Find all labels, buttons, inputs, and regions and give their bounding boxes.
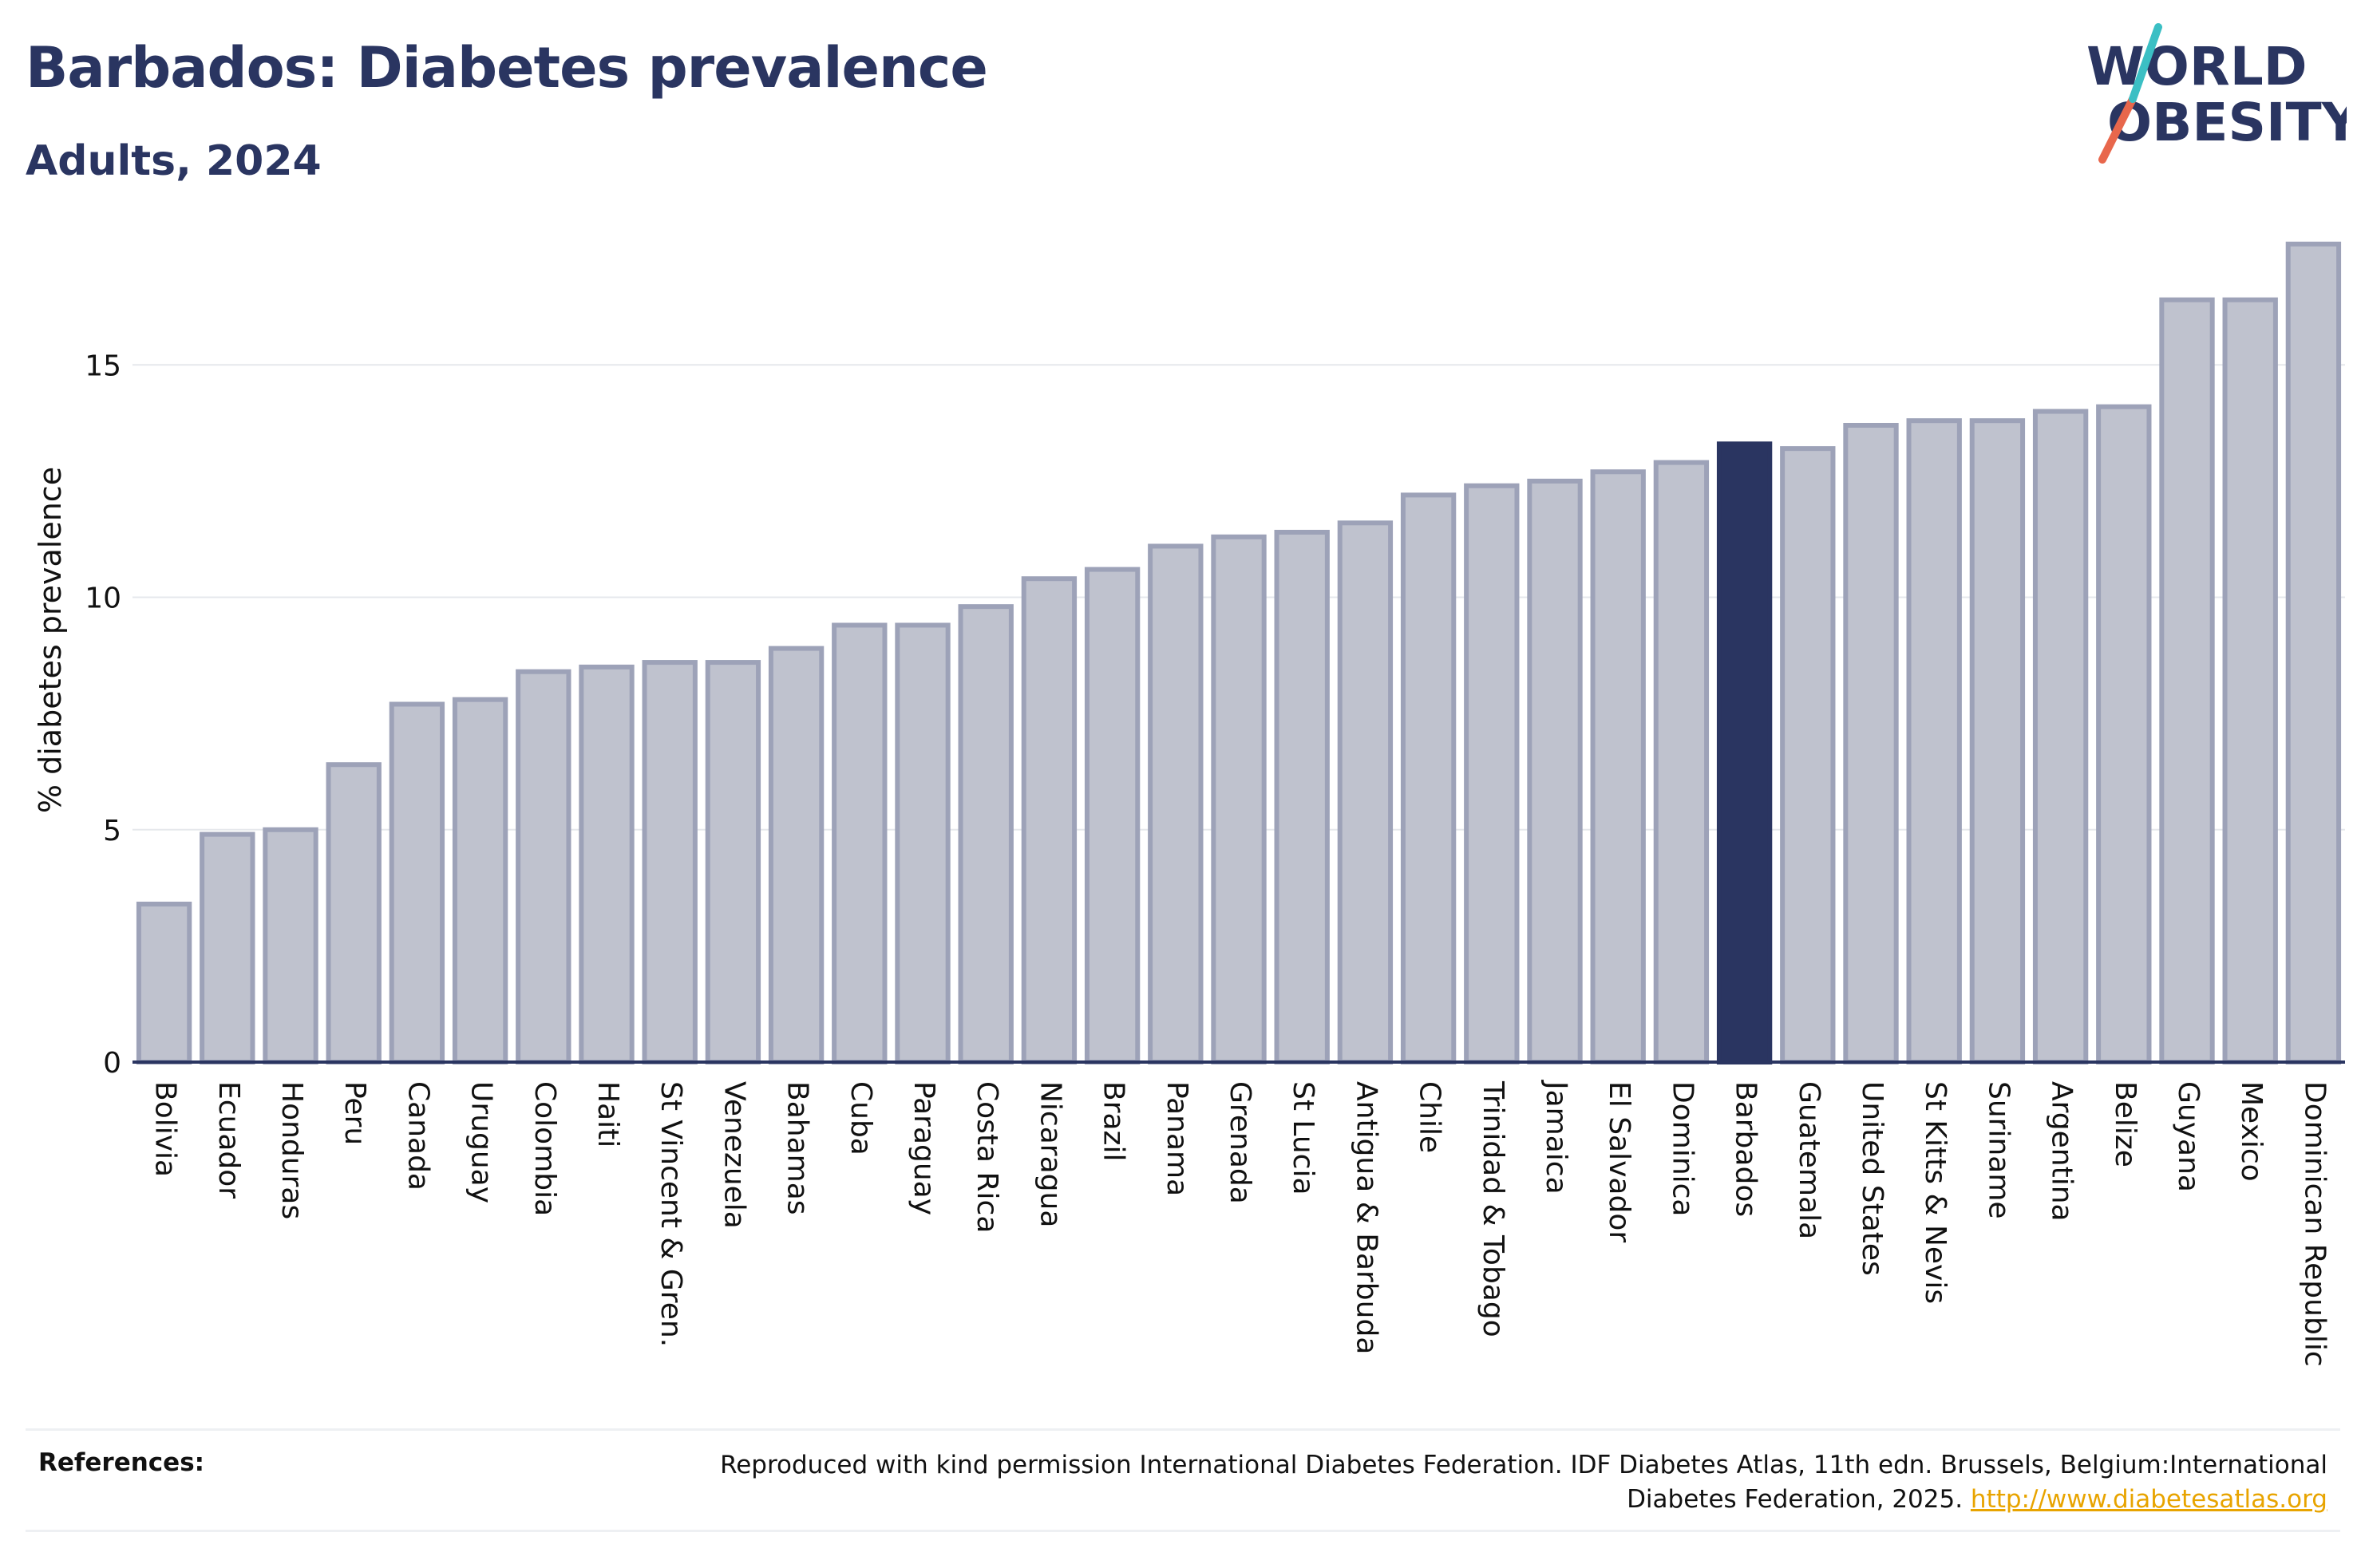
x-tick-label: Dominica [1666, 1081, 1699, 1217]
bar-chile [1400, 492, 1457, 1064]
bar-paraguay [895, 622, 951, 1064]
bar-grenada [1211, 534, 1267, 1064]
bar-jamaica [1527, 478, 1583, 1064]
logo-text-obesity: OBESITY [2107, 92, 2347, 153]
bar-antigua-barbuda [1337, 520, 1394, 1064]
x-tick-label: Canada [401, 1081, 434, 1191]
bars [136, 241, 2342, 1065]
x-tick-label: Jamaica [1540, 1080, 1572, 1195]
bar-st-lucia [1274, 529, 1330, 1064]
bar-united-states [1843, 422, 1899, 1064]
chart-title: Barbados: Diabetes prevalence [26, 35, 988, 101]
logo-slash-upper [2129, 23, 2162, 103]
bar-brazil [1084, 567, 1141, 1064]
x-tick-label: Suriname [1982, 1081, 2015, 1219]
x-tick-label: El Salvador [1603, 1081, 1635, 1242]
x-tick-label: Colombia [528, 1081, 561, 1216]
bar-canada [389, 701, 445, 1065]
bar-costa-rica [958, 604, 1014, 1064]
x-tick-label: Mexico [2235, 1081, 2268, 1182]
y-tick-label: 5 [103, 815, 121, 847]
y-tick-label: 10 [85, 583, 121, 615]
bar-uruguay [452, 697, 508, 1064]
logo-text-world: WORLD [2086, 36, 2308, 97]
x-tick-label: Costa Rica [971, 1081, 1003, 1233]
bar-honduras [263, 827, 318, 1065]
bar-dominican-republic [2285, 241, 2342, 1065]
x-tick-label: Dominican Republic [2298, 1081, 2331, 1367]
x-tick-label: Belize [2109, 1081, 2142, 1167]
bar-ecuador [200, 831, 255, 1064]
y-tick-label: 0 [103, 1047, 121, 1080]
bar-mexico [2222, 297, 2278, 1065]
bar-venezuela [705, 660, 761, 1064]
x-tick-label: St Kitts & Nevis [1919, 1081, 1952, 1304]
bar-chart: 0 5 10 15 Bolivia Ecuador Honduras Peru Canada Ur… [33, 241, 2345, 1367]
x-tick-label: Bolivia [149, 1081, 182, 1177]
x-tick-label: Grenada [1224, 1081, 1256, 1204]
bar-peru [326, 762, 382, 1064]
x-tick-label: Chile [1414, 1081, 1446, 1153]
bar-nicaragua [1021, 576, 1078, 1064]
bar-dominica [1653, 460, 1710, 1064]
bar-cuba [832, 622, 888, 1064]
bar-guyana [2159, 297, 2215, 1065]
logo-slash-lower [2098, 95, 2137, 164]
y-tick-label: 15 [85, 350, 121, 382]
bar-colombia [516, 669, 571, 1064]
x-tick-label: Bahamas [781, 1081, 814, 1215]
references-footer: References: Reproduced with kind permiss… [26, 1428, 2340, 1532]
bar-argentina [2032, 409, 2089, 1064]
world-obesity-logo: WORLD OBESITY [2086, 23, 2347, 164]
bar-bahamas [768, 646, 825, 1064]
references-citation: Reproduced with kind permission Internat… [720, 1451, 2327, 1514]
x-tick-label: St Vincent & Gren. [655, 1081, 687, 1347]
x-tick-label: Trinidad & Tobago [1477, 1080, 1509, 1337]
bar-st-vincent-gren- [642, 660, 698, 1064]
axes: 0 5 10 15 Bolivia Ecuador Honduras Peru Canada Ur… [85, 350, 2345, 1367]
bar-haiti [579, 664, 635, 1065]
x-tick-label: Paraguay [908, 1081, 940, 1215]
bar-suriname [1969, 418, 2026, 1064]
bar-bolivia [136, 901, 192, 1065]
x-tick-label: Peru [338, 1081, 371, 1145]
x-tick-label: Haiti [591, 1081, 624, 1147]
x-tick-label: Venezuela [718, 1081, 750, 1229]
x-tick-label: Guatemala [1793, 1081, 1825, 1239]
x-tick-label: United States [1856, 1081, 1888, 1276]
bar-st-kitts-nevis [1906, 418, 1962, 1064]
references-text: Reproduced with kind permission Internat… [651, 1448, 2327, 1517]
bar-trinidad-tobago [1464, 483, 1520, 1064]
x-tick-label: Antigua & Barbuda [1350, 1081, 1382, 1354]
x-tick-label: Nicaragua [1034, 1081, 1066, 1227]
x-tick-label: St Lucia [1287, 1081, 1319, 1195]
y-axis-label: % diabetes prevalence [33, 467, 68, 813]
x-tick-label: Uruguay [465, 1081, 498, 1203]
x-tick-label: Guyana [2172, 1081, 2205, 1192]
x-tick-label: Ecuador [212, 1081, 245, 1199]
bar-el-salvador [1590, 469, 1646, 1064]
x-tick-label: Honduras [275, 1081, 308, 1219]
chart-subtitle: Adults, 2024 [26, 137, 322, 185]
x-tick-label: Barbados [1730, 1081, 1762, 1217]
x-tick-label: Argentina [2046, 1081, 2078, 1222]
references-label: References: [38, 1448, 205, 1477]
bar-guatemala [1780, 446, 1836, 1064]
x-tick-label: Cuba [844, 1081, 877, 1155]
bar-belize [2096, 404, 2152, 1065]
x-tick-label: Brazil [1097, 1081, 1130, 1161]
x-tick-label: Panama [1161, 1081, 1193, 1196]
bar-panama [1148, 543, 1204, 1064]
references-link[interactable]: http://www.diabetesatlas.org [1970, 1485, 2327, 1514]
bar-barbados [1716, 441, 1773, 1064]
